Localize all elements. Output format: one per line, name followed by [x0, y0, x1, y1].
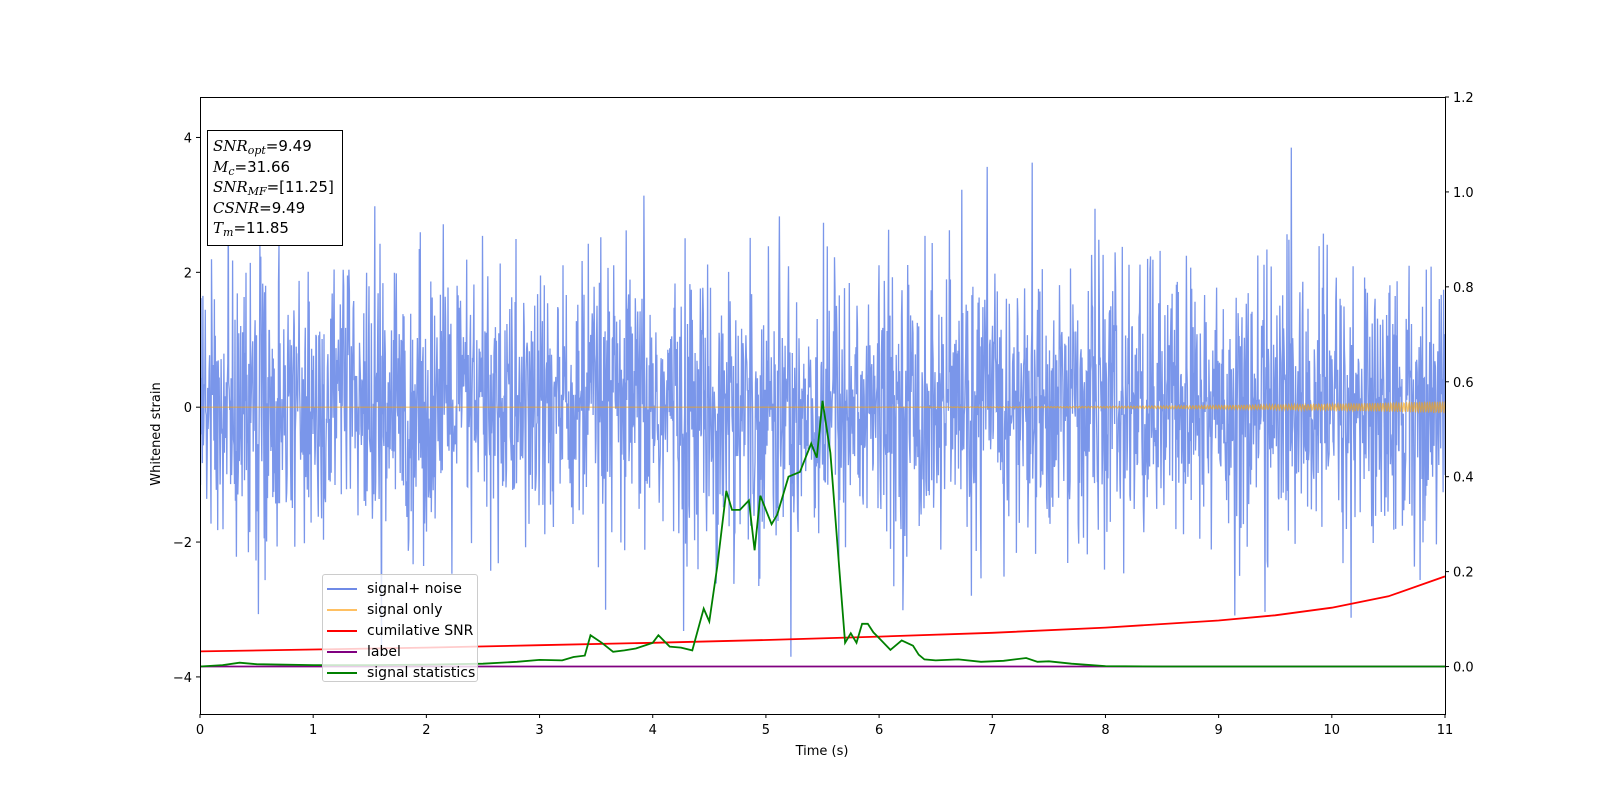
series-signal-statistics-line — [200, 400, 1445, 668]
x-tick-label: 5 — [762, 723, 770, 738]
snr-opt-subscript: opt — [247, 144, 266, 157]
mc-line: Mc=31.66 — [213, 157, 342, 178]
legend-swatch — [327, 629, 357, 632]
csnr-symbol: CSNR — [213, 198, 260, 217]
mc-symbol: M — [213, 157, 229, 176]
y-right-tick-label: 1.2 — [1453, 91, 1474, 106]
x-tick-label: 6 — [875, 723, 883, 738]
y-left-tick-label: −4 — [173, 671, 192, 686]
x-tick-label: 1 — [309, 723, 317, 738]
legend-swatch — [327, 587, 357, 590]
x-tick-label: 8 — [1101, 723, 1109, 738]
plot-frame — [200, 97, 1446, 715]
snr-mf-line: SNRMF=[11.25] — [213, 177, 342, 198]
snr-mf-symbol: SNR — [213, 178, 248, 196]
x-tick-label: 3 — [535, 723, 543, 738]
snr-mf-subscript: MF — [247, 185, 267, 198]
legend-item: signal statistics — [327, 662, 477, 683]
series-signal-noise-line — [200, 147, 1445, 657]
annotation-box: SNRopt=9.49 Mc=31.66 SNRMF=[11.25] CSNR=… — [207, 130, 343, 246]
x-tick-label: 11 — [1437, 723, 1454, 738]
snr-opt-value: =9.49 — [265, 137, 312, 155]
csnr-value: =9.49 — [259, 198, 306, 217]
tm-subscript: m — [223, 226, 234, 239]
x-tick-label: 0 — [196, 723, 204, 738]
legend-item: signal+ noise — [327, 578, 477, 599]
snr-opt-line: SNRopt=9.49 — [213, 136, 342, 157]
y-left-tick-label: 0 — [184, 401, 192, 416]
legend-label: label — [367, 643, 401, 660]
tm-value: =11.85 — [233, 219, 289, 237]
x-tick-label: 2 — [422, 723, 430, 738]
y-right-tick-label: 0.4 — [1453, 471, 1474, 486]
legend-label: cumilative SNR — [367, 622, 474, 639]
legend-label: signal statistics — [367, 664, 476, 681]
y-right-tick-label: 0.6 — [1453, 376, 1474, 391]
y-right-tick-label: 0.2 — [1453, 566, 1474, 581]
x-tick-label: 9 — [1214, 723, 1222, 738]
y-left-tick-label: 2 — [184, 266, 192, 281]
legend-label: signal+ noise — [367, 580, 462, 597]
tm-symbol: T — [213, 219, 224, 237]
y-right-tick-label: 0.8 — [1453, 281, 1474, 296]
snr-opt-symbol: SNR — [213, 137, 248, 155]
legend-swatch — [327, 650, 357, 653]
x-axis-label: Time (s) — [795, 744, 849, 759]
x-tick-label: 10 — [1324, 723, 1341, 738]
y-right-tick-label: 0.0 — [1453, 661, 1474, 676]
y-left-tick-label: −2 — [173, 536, 192, 551]
legend-item: cumilative SNR — [327, 620, 477, 641]
y-right-tick-label: 1.0 — [1453, 186, 1474, 201]
x-tick-label: 7 — [988, 723, 996, 738]
x-tick-label: 4 — [649, 723, 657, 738]
legend-swatch — [327, 671, 357, 674]
legend-swatch — [327, 608, 357, 611]
y-left-tick-label: 4 — [184, 131, 192, 146]
tm-line: Tm=11.85 — [213, 218, 342, 239]
mc-subscript: c — [228, 164, 235, 178]
y-axis-label: Whitened strain — [149, 382, 164, 485]
legend-item: label — [327, 641, 477, 662]
csnr-line: CSNR=9.49 — [213, 198, 342, 219]
legend-label: signal only — [367, 601, 443, 618]
axes: 0 1 2 3 4 5 6 7 8 9 10 11 −4 −2 0 2 4 0.0 0.2 0.4 0.6 0.8 1.0 1… — [173, 91, 1474, 738]
legend-item: signal only — [327, 599, 477, 620]
snr-mf-value: =[11.25] — [266, 178, 334, 196]
legend: signal+ noise signal only cumilative SNR… — [322, 574, 478, 682]
mc-value: =31.66 — [234, 157, 291, 176]
